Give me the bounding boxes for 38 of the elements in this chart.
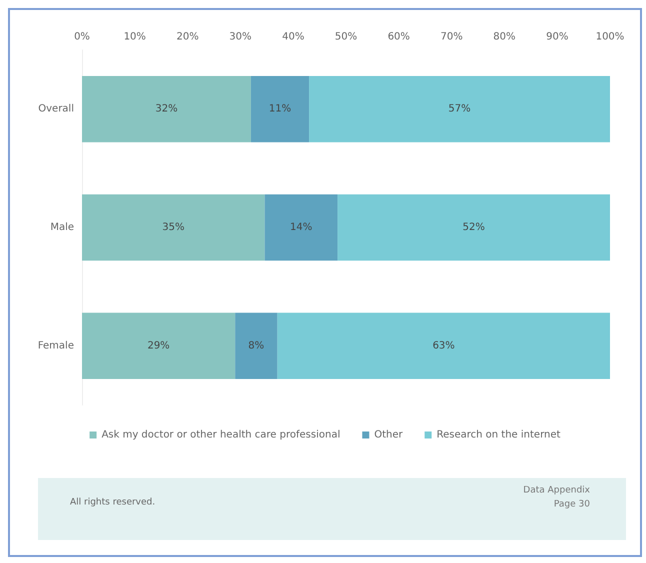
bar <box>82 312 236 379</box>
y-tick-label: Female <box>38 340 74 352</box>
data-label: 35% <box>162 222 184 233</box>
y-tick-label: Overall <box>38 104 74 115</box>
x-tick-label: 0% <box>74 32 90 42</box>
data-label: 14% <box>290 222 312 233</box>
data-label: 52% <box>462 222 485 233</box>
legend-label: Research on the internet <box>436 430 561 440</box>
bar <box>309 76 610 142</box>
x-tick-label: 60% <box>388 32 410 42</box>
data-label: 57% <box>448 104 471 115</box>
x-tick-label: 10% <box>124 32 146 42</box>
bar <box>264 194 338 261</box>
bar <box>82 76 251 142</box>
x-tick-label: 20% <box>176 32 199 42</box>
y-tick-label: Male <box>50 222 74 233</box>
x-tick-label: 100% <box>596 32 624 42</box>
data-label: 11% <box>268 104 292 115</box>
legend-label: Other <box>374 430 404 440</box>
bar <box>250 76 310 142</box>
data-label: 29% <box>147 340 170 352</box>
bar <box>82 194 265 261</box>
x-tick-label: 90% <box>546 32 568 42</box>
x-tick-label: 80% <box>493 32 516 42</box>
bar <box>235 312 278 379</box>
bar <box>338 194 610 261</box>
data-label: 63% <box>432 340 455 352</box>
x-tick-label: 70% <box>440 32 463 42</box>
data-label: 32% <box>155 104 178 115</box>
x-tick-label: 50% <box>334 32 358 42</box>
text: Page 30 <box>554 500 590 510</box>
data-label: 8% <box>248 340 264 352</box>
text: All rights reserved. <box>70 498 156 508</box>
x-tick-label: 40% <box>282 32 304 42</box>
text: Data Appendix <box>523 486 591 496</box>
x-tick-label: 30% <box>229 32 252 42</box>
legend-label: Ask my doctor or other health care professional <box>102 430 340 440</box>
bar <box>277 312 610 379</box>
